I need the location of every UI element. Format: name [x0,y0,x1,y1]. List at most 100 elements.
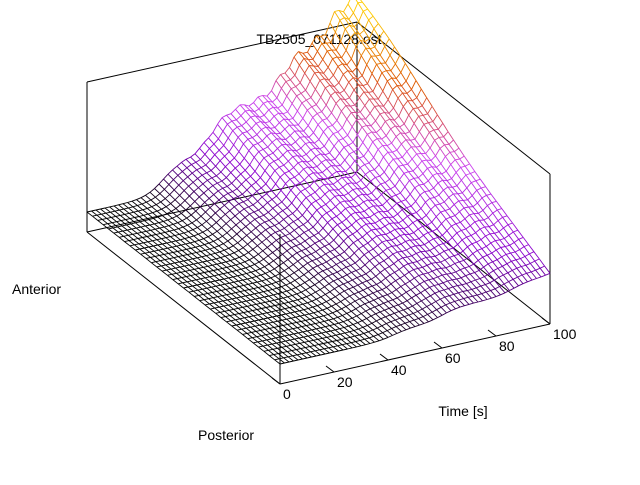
mesh-line [394,305,399,307]
mesh-line [459,201,464,208]
mesh-line [360,212,365,218]
mesh-line [209,144,214,149]
mesh-line [346,215,351,219]
mesh-line [135,222,140,223]
mesh-line [375,47,380,55]
mesh-line [513,277,518,279]
mesh-line [361,274,366,276]
mesh-line [258,341,263,342]
mesh-line [391,195,396,197]
mesh-line [441,262,446,268]
mesh-line [187,248,192,249]
mesh-line [164,227,169,231]
mesh-line [170,237,175,241]
mesh-line [390,315,395,320]
mesh-line [449,294,454,295]
mesh-line [425,192,430,199]
mesh-line [427,167,432,169]
mesh-line [408,164,413,171]
mesh-line [157,209,162,211]
mesh-line [424,233,429,236]
mesh-line [202,283,207,284]
mesh-line [164,185,169,190]
mesh-line [240,105,245,111]
mesh-line [270,269,275,272]
mesh-line [471,280,476,282]
mesh-line [351,311,356,316]
mesh-line [163,249,168,253]
mesh-line [189,192,194,197]
mesh-line [275,305,280,306]
mesh-line [237,329,242,330]
mesh-line [307,110,312,117]
mesh-line [178,221,183,223]
mesh-line [107,217,112,218]
mesh-line [405,132,410,134]
mesh-line [178,223,183,227]
mesh-line [281,190,286,196]
mesh-line [290,312,295,313]
mesh-line [286,241,291,243]
mesh-line [334,240,339,246]
mesh-line [477,240,482,243]
mesh-line [241,218,246,222]
mesh-line [256,121,261,123]
mesh-line [523,237,528,244]
mesh-line [236,264,241,265]
mesh-line [350,337,355,341]
mesh-line [407,298,412,301]
mesh-line [197,228,202,233]
mesh-line [181,271,186,272]
mesh-line [395,229,400,230]
mesh-line [451,164,456,172]
mesh-line [344,289,349,291]
mesh-line [325,246,330,251]
mesh-line [188,223,193,225]
mesh-line [369,249,374,252]
mesh-line [284,216,289,219]
mesh-line [416,81,421,90]
mesh-line [247,306,252,310]
mesh-line [535,259,540,261]
mesh-line [165,259,170,260]
x-tick-label: 60 [445,350,461,366]
mesh-line [360,259,365,265]
mesh-line [174,190,179,195]
mesh-line [374,149,379,157]
mesh-line [347,119,352,127]
mesh-line [155,255,160,256]
mesh-line [166,238,171,242]
mesh-line [138,238,143,239]
mesh-line [289,307,294,308]
mesh-line [228,238,233,241]
mesh-line [188,232,193,236]
mesh-line [209,138,214,144]
mesh-line [400,278,405,284]
mesh-line [254,294,259,298]
mesh-line [305,238,310,241]
mesh-line [292,203,297,209]
mesh-line [202,175,207,180]
mesh-line [362,224,367,227]
mesh-line [208,266,213,270]
mesh-line [322,333,327,337]
mesh-line [241,269,246,273]
mesh-line [323,344,328,348]
mesh-line [412,256,417,262]
mesh-line [322,338,327,342]
mesh-line [161,265,166,266]
mesh-line [326,331,331,332]
mesh-line [129,241,134,245]
mesh-line [384,218,389,224]
mesh-line [392,208,397,214]
mesh-line [234,152,239,158]
mesh-line [314,140,319,144]
mesh-line [290,280,295,283]
mesh-line [358,283,363,285]
mesh-line [443,190,448,197]
mesh-line [435,256,440,262]
mesh-line [270,171,275,178]
mesh-line [465,219,470,226]
mesh-line [368,142,373,150]
